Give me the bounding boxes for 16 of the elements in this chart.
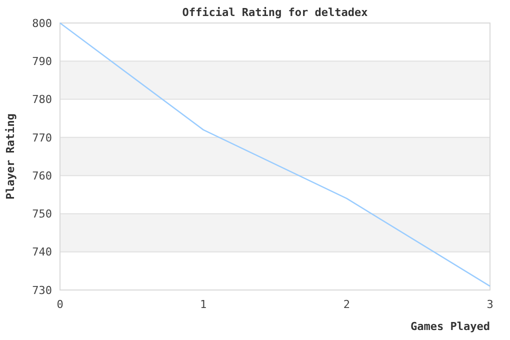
x-tick-label: 2 [343, 298, 350, 311]
chart-title: Official Rating for deltadex [182, 6, 368, 19]
line-series [59, 22, 491, 287]
y-axis-title: Player Rating [4, 113, 17, 200]
y-tick-label: 790 [32, 54, 52, 68]
y-tick-label: 800 [32, 16, 52, 30]
y-tick-label: 760 [32, 169, 52, 182]
y-tick-label: 780 [32, 93, 52, 106]
x-tick-label: 3 [486, 298, 494, 311]
y-tick-label: 750 [32, 208, 52, 221]
y-tick-label: 770 [32, 131, 52, 144]
x-tick-label: 0 [56, 298, 64, 311]
x-tick-label: 1 [200, 298, 207, 311]
x-axis-title: Games Played [410, 320, 490, 333]
y-tick-label: 730 [32, 284, 52, 297]
y-tick-label: 740 [32, 246, 52, 259]
